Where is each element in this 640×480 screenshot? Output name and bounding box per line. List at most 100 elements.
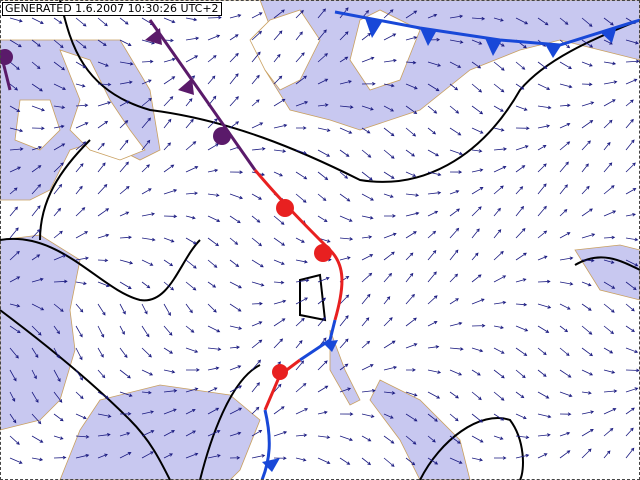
wind-arrow: [141, 237, 156, 242]
wind-arrow: [317, 385, 329, 393]
wind-arrow: [163, 389, 178, 393]
wind-arrow: [119, 61, 134, 66]
wind-arrow: [361, 56, 375, 63]
wind-arrow: [603, 389, 618, 393]
wind-arrow: [163, 214, 178, 219]
wind-arrow: [339, 31, 349, 41]
wind-arrow: [581, 410, 595, 415]
wind-arrow: [603, 369, 616, 374]
wind-arrow: [515, 165, 526, 173]
wind-arrow: [31, 165, 42, 173]
wind-arrow: [295, 297, 309, 305]
wind-arrow: [427, 413, 438, 422]
wind-arrow: [97, 391, 110, 399]
wind-arrow: [449, 14, 464, 19]
wind-arrow: [75, 303, 84, 313]
wind-arrow: [515, 347, 528, 356]
wind-arrow: [53, 369, 61, 382]
wind-arrow: [75, 231, 89, 239]
wind-arrow: [75, 281, 87, 286]
wind-arrow: [119, 185, 130, 195]
wind-arrow: [141, 303, 148, 315]
wind-arrow: [537, 205, 547, 217]
wind-arrow: [185, 325, 195, 333]
wind-arrow: [141, 369, 154, 376]
wind-arrow: [339, 338, 349, 349]
wind-arrow: [603, 281, 616, 289]
wind-arrow: [339, 387, 352, 393]
wind-arrow: [449, 435, 461, 444]
wind-arrow: [449, 249, 459, 261]
wind-arrow: [317, 215, 328, 223]
wind-arrow: [185, 166, 199, 173]
wind-arrow: [163, 281, 175, 291]
wind-arrow: [471, 457, 483, 462]
wind-arrow: [427, 105, 438, 114]
wind-arrow: [119, 303, 126, 315]
wind-arrow: [75, 17, 87, 27]
wind-arrow: [53, 39, 64, 49]
wind-arrow: [163, 17, 176, 24]
wind-arrow: [383, 105, 395, 112]
wind-arrow: [75, 163, 84, 173]
wind-arrow: [141, 430, 155, 437]
wind-arrow: [97, 101, 112, 107]
wind-arrow: [625, 281, 637, 291]
wind-arrow: [625, 139, 635, 151]
wind-arrow: [603, 303, 615, 313]
wind-arrow: [383, 435, 395, 444]
wind-arrow: [361, 272, 373, 283]
wind-arrow: [339, 149, 350, 157]
wind-arrow: [427, 13, 438, 19]
wind-arrow: [339, 105, 354, 109]
wind-arrow: [273, 318, 286, 327]
wind-arrow: [185, 259, 197, 269]
wind-arrow: [75, 185, 83, 195]
wind-arrow: [449, 127, 462, 136]
wind-arrow: [581, 303, 592, 311]
wind-arrow: [493, 83, 505, 93]
wind-arrow: [97, 142, 105, 151]
wind-arrow: [493, 369, 505, 379]
wind-arrow: [581, 140, 591, 151]
wind-arrow: [53, 455, 67, 460]
wind-arrow: [229, 96, 239, 107]
wind-arrow: [515, 391, 525, 399]
wind-arrow: [449, 170, 463, 174]
wind-arrow: [427, 345, 440, 349]
wind-arrow: [229, 385, 243, 393]
wind-arrow: [471, 323, 486, 328]
wind-arrow: [251, 74, 260, 85]
wind-arrow: [339, 237, 354, 241]
wind-arrow: [295, 259, 308, 264]
wind-arrow: [625, 39, 639, 45]
wind-arrow: [163, 237, 175, 243]
wind-arrow: [207, 347, 222, 351]
wind-arrow: [97, 258, 109, 263]
wind-arrow: [515, 145, 529, 151]
wind-arrow: [515, 105, 528, 111]
wind-arrow: [317, 149, 331, 157]
wind-arrow: [471, 16, 486, 21]
wind-arrow: [361, 457, 371, 466]
wind-arrow: [581, 347, 593, 357]
wind-arrow: [537, 347, 547, 356]
wind-arrow: [405, 317, 417, 327]
wind-arrow: [75, 347, 83, 361]
wind-arrow: [625, 59, 640, 64]
wind-arrow: [427, 295, 438, 305]
wind-arrow: [559, 232, 571, 239]
wind-arrow: [537, 413, 552, 419]
wind-arrow: [581, 101, 595, 107]
wind-arrow: [185, 215, 196, 220]
wind-arrow: [383, 457, 395, 467]
wind-arrow: [97, 120, 109, 129]
wind-arrow: [427, 83, 440, 92]
wind-arrow: [625, 347, 639, 354]
wind-arrow: [581, 185, 590, 195]
wind-arrow: [625, 212, 636, 217]
wind-arrow: [361, 235, 373, 239]
wind-arrow: [603, 347, 614, 354]
wind-arrow: [295, 52, 305, 63]
